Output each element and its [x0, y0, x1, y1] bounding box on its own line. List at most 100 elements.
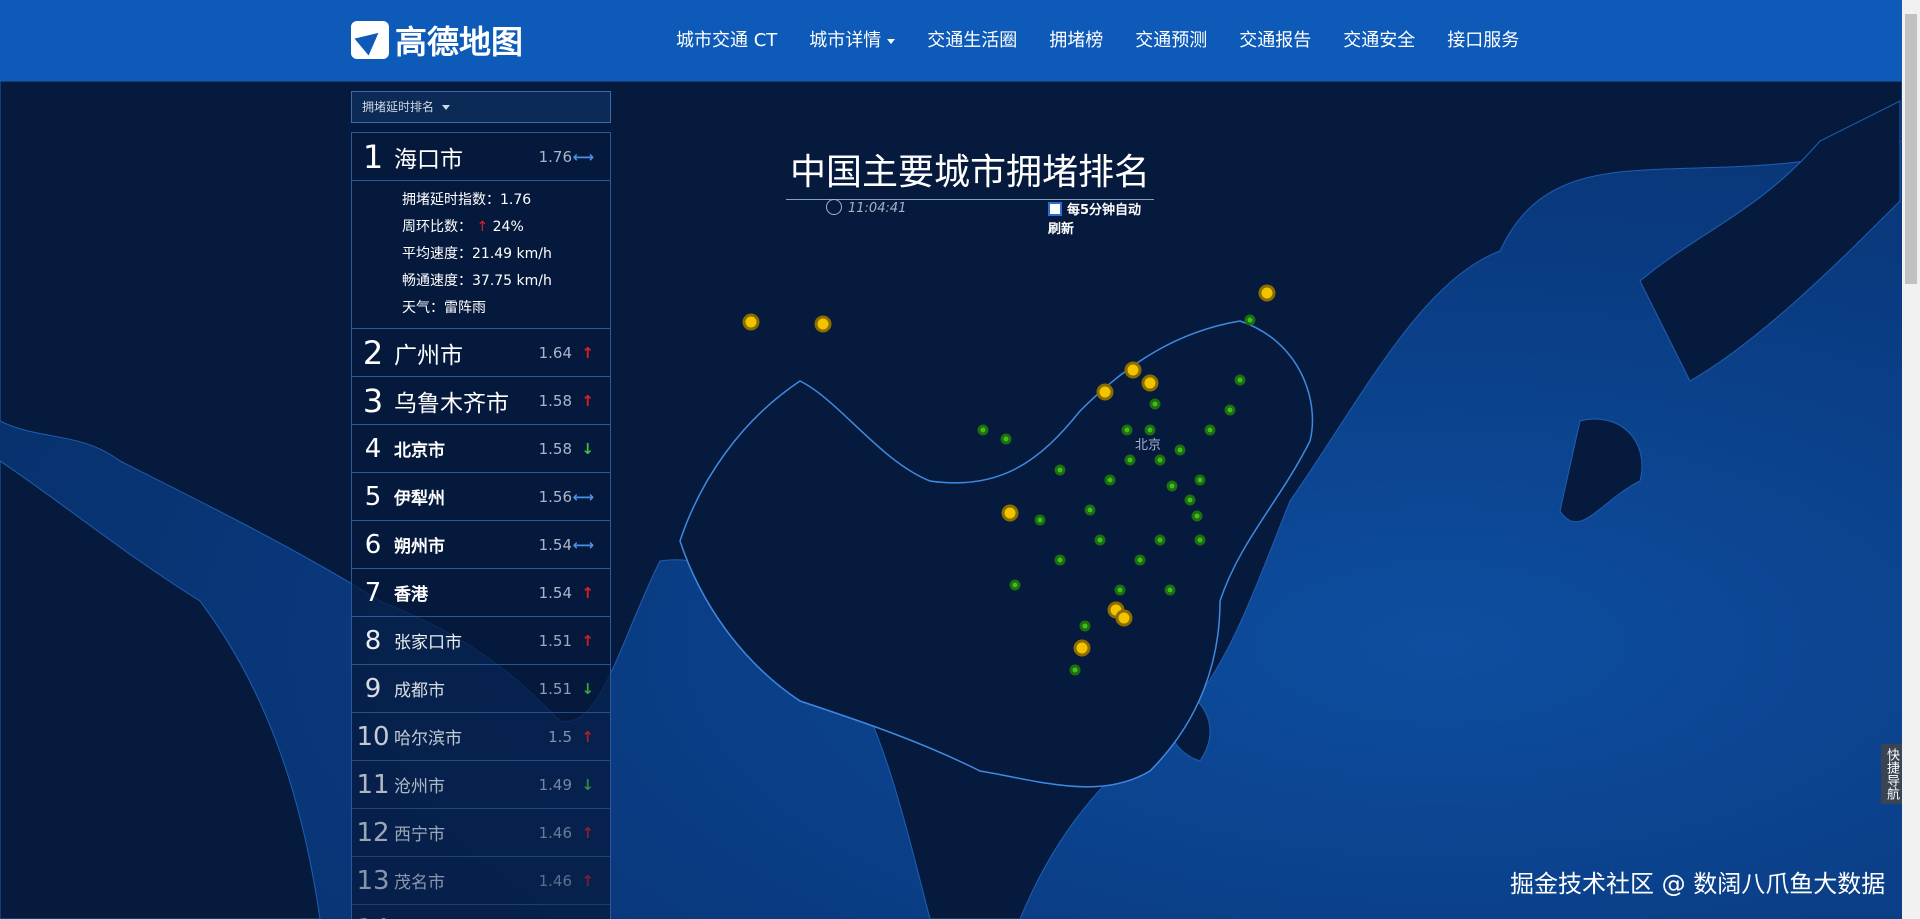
city-marker[interactable]: [1134, 554, 1146, 566]
city-marker[interactable]: [1144, 424, 1156, 436]
city-marker[interactable]: [977, 424, 989, 436]
scrollbar-thumb[interactable]: [1905, 14, 1917, 284]
rank-row[interactable]: 9 成都市 1.51 ↓: [352, 665, 610, 713]
city-marker[interactable]: [1224, 404, 1236, 416]
detail-value: 雷阵雨: [444, 300, 486, 316]
map-title-box: 中国主要城市拥堵排名 11:04:41 每5分钟自动刷新: [786, 143, 1154, 237]
city-marker[interactable]: [1191, 510, 1203, 522]
nav-item[interactable]: 拥堵榜: [1049, 30, 1104, 51]
rank-number: 6: [364, 529, 382, 560]
rank-number: 11: [356, 769, 390, 800]
city-marker[interactable]: [1121, 424, 1133, 436]
city-marker[interactable]: [1258, 284, 1276, 302]
detail-label: 平均速度：: [402, 246, 472, 262]
city-name: 北京市: [394, 441, 445, 461]
city-marker[interactable]: [1184, 494, 1196, 506]
rank-row[interactable]: 5 伊犁州 1.56 ⟷: [352, 473, 610, 521]
detail-value: 1.76: [500, 192, 532, 208]
city-marker[interactable]: [1104, 474, 1116, 486]
trend-arrow: ⟷: [572, 147, 594, 166]
rank-row[interactable]: 3 乌鲁木齐市 1.58 ↑: [352, 377, 610, 425]
rank-row[interactable]: 10 哈尔滨市 1.5 ↑: [352, 713, 610, 761]
city-marker[interactable]: [1154, 454, 1166, 466]
city-marker[interactable]: [1034, 514, 1046, 526]
city-marker[interactable]: [1115, 609, 1133, 627]
city-marker[interactable]: [1054, 554, 1066, 566]
city-marker[interactable]: [814, 315, 832, 333]
city-marker[interactable]: [1079, 620, 1091, 632]
city-marker[interactable]: [1094, 534, 1106, 546]
rank-row[interactable]: 6 朔州市 1.54 ⟷: [352, 521, 610, 569]
city-marker[interactable]: [1114, 584, 1126, 596]
city-marker[interactable]: [1141, 374, 1159, 392]
city-marker[interactable]: [1073, 639, 1091, 657]
rank-row[interactable]: 14邯郸市1.46↓: [352, 905, 610, 919]
detail-line: 平均速度：21.49 km/h: [402, 241, 610, 268]
rank-row[interactable]: 1 海口市 1.76 ⟷: [352, 133, 610, 181]
city-marker[interactable]: [1000, 433, 1012, 445]
auto-refresh-checkbox[interactable]: 每5分钟自动刷新: [1048, 199, 1154, 237]
congestion-index: 1.54: [538, 583, 572, 602]
city-marker[interactable]: [1096, 383, 1114, 401]
city-marker[interactable]: [1164, 584, 1176, 596]
nav-item[interactable]: 交通生活圈: [927, 30, 1018, 51]
header: 高德地图 城市交通 CT 城市详情 交通生活圈 拥堵榜 交通预测 交通报告 交通安全 接口服务: [0, 0, 1920, 81]
city-marker[interactable]: [1234, 374, 1246, 386]
congestion-index: 1.64: [538, 343, 572, 362]
city-marker[interactable]: [1009, 579, 1021, 591]
city-marker[interactable]: [1069, 664, 1081, 676]
ranking-dropdown[interactable]: 拥堵延时排名: [351, 91, 611, 123]
congestion-index: 1.56: [538, 487, 572, 506]
trend-arrow: ↓: [581, 775, 594, 794]
city-marker[interactable]: [1244, 314, 1256, 326]
nav-item[interactable]: 交通报告: [1239, 30, 1312, 51]
city-name: 香港: [394, 585, 428, 605]
city-name: 张家口市: [394, 633, 462, 653]
city-marker[interactable]: [1154, 534, 1166, 546]
detail-label: 畅通速度：: [402, 273, 472, 289]
map-title: 中国主要城市拥堵排名: [786, 143, 1154, 200]
trend-arrow: ↓: [581, 679, 594, 698]
city-marker[interactable]: [1204, 424, 1216, 436]
rank-row[interactable]: 12 西宁市 1.46 ↑: [352, 809, 610, 857]
logo[interactable]: 高德地图: [351, 18, 523, 62]
rank-row[interactable]: 11 沧州市 1.49 ↓: [352, 761, 610, 809]
city-marker[interactable]: [1054, 464, 1066, 476]
rank-row[interactable]: 4 北京市 1.58 ↓: [352, 425, 610, 473]
rank-row[interactable]: 13 茂名市 1.46 ↑: [352, 857, 610, 905]
city-marker[interactable]: [1124, 361, 1142, 379]
nav-item[interactable]: 交通预测: [1135, 30, 1208, 51]
rank-number: 8: [364, 625, 382, 656]
rank-row[interactable]: 2 广州市 1.64 ↑: [352, 329, 610, 377]
nav-item[interactable]: 城市交通 CT: [676, 30, 778, 51]
rank-row[interactable]: 8 张家口市 1.51 ↑: [352, 617, 610, 665]
trend-arrow: ↓: [581, 439, 594, 458]
congestion-index: 1.5: [548, 727, 572, 746]
nav-item[interactable]: 接口服务: [1447, 30, 1520, 51]
city-name: 海口市: [394, 146, 463, 173]
city-name: 哈尔滨市: [394, 729, 462, 749]
city-marker[interactable]: [1149, 398, 1161, 410]
city-marker[interactable]: [1084, 504, 1096, 516]
city-marker[interactable]: [1166, 480, 1178, 492]
nav-item[interactable]: 交通安全: [1343, 30, 1416, 51]
watermark: 掘金技术社区 @ 数阔八爪鱼大数据: [1510, 870, 1886, 898]
congestion-index: 1.58: [538, 391, 572, 410]
detail-line: 拥堵延时指数：1.76: [402, 187, 610, 214]
city-marker[interactable]: [1194, 474, 1206, 486]
city-marker[interactable]: [1194, 534, 1206, 546]
quick-nav-tab[interactable]: 快捷导航: [1881, 744, 1903, 804]
city-name: 成都市: [394, 681, 445, 701]
nav-item[interactable]: 城市详情: [793, 0, 911, 81]
trend-arrow: ↑: [581, 823, 594, 842]
congestion-index: 1.51: [538, 679, 572, 698]
city-marker[interactable]: [1124, 454, 1136, 466]
trend-arrow: ↑: [581, 871, 594, 890]
rank-number: 14: [352, 914, 394, 919]
congestion-index: 1.46: [538, 823, 572, 842]
city-marker[interactable]: [1001, 504, 1019, 522]
city-marker[interactable]: [742, 313, 760, 331]
rank-row[interactable]: 7 香港 1.54 ↑: [352, 569, 610, 617]
congestion-index: 1.54: [538, 535, 572, 554]
city-marker[interactable]: [1174, 444, 1186, 456]
